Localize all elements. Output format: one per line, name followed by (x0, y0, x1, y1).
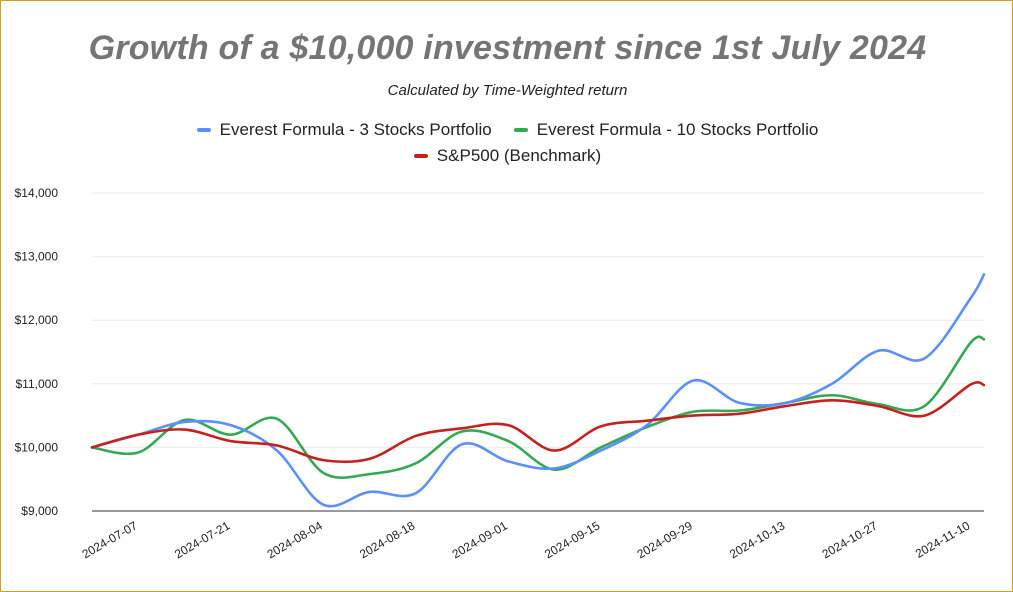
legend-swatch-10-stocks (513, 128, 528, 132)
y-tick-label: $14,000 (15, 186, 59, 200)
chart-title: Growth of a $10,000 investment since 1st… (88, 29, 927, 67)
legend-item-3-stocks[interactable]: Everest Formula - 3 Stocks Portfolio (196, 120, 492, 140)
y-tick-label: $13,000 (15, 250, 59, 264)
legend-swatch-benchmark (413, 154, 428, 158)
series-line-10-stocks (90, 335, 986, 480)
legend-label-10-stocks: Everest Formula - 10 Stocks Portfolio (536, 120, 819, 139)
legend-row-2: S&P500 (Benchmark) (1, 146, 1012, 166)
legend-label-benchmark: S&P500 (Benchmark) (436, 146, 602, 165)
x-tick-label: 2024-11-10 (913, 518, 973, 561)
legend-row-1: Everest Formula - 3 Stocks Portfolio Eve… (1, 120, 1012, 140)
x-tick-label: 2024-09-29 (635, 518, 695, 561)
y-tick-label: $11,000 (16, 377, 59, 391)
legend-item-benchmark[interactable]: S&P500 (Benchmark) (413, 146, 602, 166)
x-tick-label: 2024-10-27 (820, 518, 880, 561)
legend-label-3-stocks: Everest Formula - 3 Stocks Portfolio (219, 120, 492, 139)
x-tick-label: 2024-09-01 (450, 518, 510, 561)
y-tick-label: $12,000 (15, 313, 59, 327)
x-tick-label: 2024-07-21 (172, 518, 232, 561)
x-tick-label: 2024-08-18 (357, 518, 417, 561)
legend-item-10-stocks[interactable]: Everest Formula - 10 Stocks Portfolio (513, 120, 819, 140)
x-tick-label: 2024-09-15 (542, 518, 602, 561)
chart-subtitle: Calculated by Time-Weighted return (387, 82, 628, 99)
legend-swatch-3-stocks (196, 128, 211, 132)
series-line-benchmark (90, 381, 986, 464)
y-tick-label: $10,000 (15, 440, 59, 454)
series-line-3-stocks (90, 273, 986, 508)
x-tick-label: 2024-07-07 (80, 518, 140, 561)
x-tick-label: 2024-08-04 (265, 518, 325, 561)
x-tick-label: 2024-10-13 (727, 518, 787, 561)
y-tick-label: $9,000 (21, 504, 58, 518)
